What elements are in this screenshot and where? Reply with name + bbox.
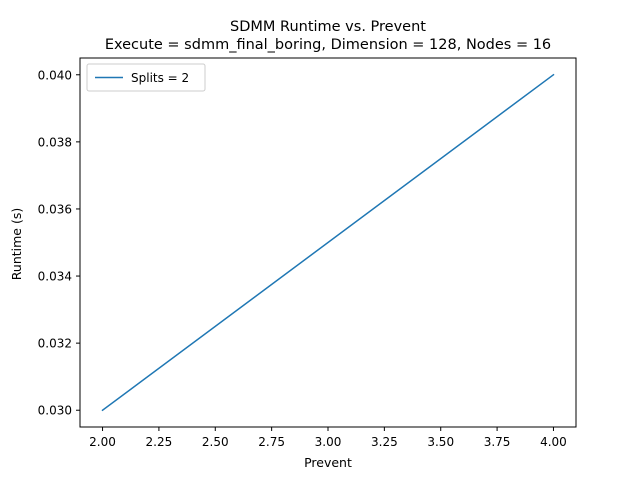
chart-subtitle: Execute = sdmm_final_boring, Dimension =… [105, 37, 551, 53]
x-tick-label: 2.75 [258, 435, 285, 449]
series-line [101, 73, 555, 412]
x-tick-label: 3.00 [315, 435, 342, 449]
legend-box [86, 63, 206, 92]
x-tick-label: 3.25 [371, 435, 398, 449]
x-tick-label: 4.00 [540, 435, 567, 449]
y-axis-label: Runtime (s) [9, 208, 24, 280]
plot-area-frame [79, 57, 577, 428]
x-tick-label: 2.50 [202, 435, 229, 449]
x-tick-label: 2.25 [146, 435, 173, 449]
x-tick-label: 2.00 [89, 435, 116, 449]
legend: Splits = 2 [86, 63, 206, 92]
y-tick-label: 0.036 [38, 202, 72, 216]
legend-label: Splits = 2 [131, 71, 189, 85]
y-tick-label: 0.040 [38, 68, 72, 82]
x-tick-label: 3.75 [484, 435, 511, 449]
y-tick-label: 0.032 [38, 337, 72, 351]
x-axis-label: Prevent [304, 455, 352, 470]
y-axis-ticks: 0.030 0.032 0.034 0.036 0.038 0.040 [38, 68, 80, 418]
series-layer [101, 73, 555, 412]
y-tick-label: 0.038 [38, 135, 72, 149]
x-axis-ticks: 2.00 2.25 2.50 2.75 3.00 3.25 3.50 3.75 4.00 [89, 427, 567, 449]
y-tick-label: 0.030 [38, 404, 72, 418]
chart-title: SDMM Runtime vs. Prevent [230, 19, 426, 35]
y-tick-label: 0.034 [38, 270, 72, 284]
x-tick-label: 3.50 [427, 435, 454, 449]
